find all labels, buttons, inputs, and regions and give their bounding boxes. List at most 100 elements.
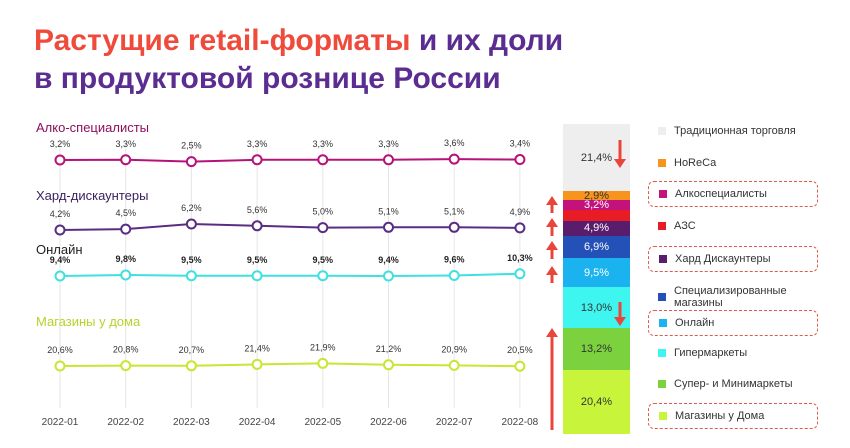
data-point — [383, 270, 394, 282]
legend-item: Традиционная торговля — [648, 118, 818, 144]
legend-label: Алкоспециалисты — [675, 188, 767, 200]
data-point — [54, 224, 66, 236]
legend-item: Онлайн — [648, 310, 818, 336]
legend-item: АЗС — [648, 213, 818, 239]
title-rest: и их доли — [410, 24, 564, 57]
data-label: 2,5% — [181, 141, 202, 151]
legend-item: Специализированные магазины — [648, 284, 818, 310]
x-tick-label: 2022-04 — [239, 417, 276, 428]
legend-label: Специализированные магазины — [674, 285, 787, 309]
legend-item: Супер- и Минимаркеты — [648, 371, 818, 397]
legend-swatch — [659, 255, 667, 263]
data-label: 20,7% — [179, 345, 205, 355]
series-title: Онлайн — [36, 242, 83, 257]
data-label: 3,3% — [378, 139, 399, 149]
legend-swatch — [658, 222, 666, 230]
legend-swatch — [659, 190, 667, 198]
data-point — [120, 360, 132, 372]
data-label: 20,6% — [47, 345, 73, 355]
legend-label: Магазины у Дома — [675, 410, 765, 422]
data-point — [448, 359, 460, 371]
stack-segment: 13,2% — [563, 328, 630, 370]
stack-segment: 3,2% — [563, 199, 630, 211]
data-label: 20,5% — [507, 345, 533, 355]
stack-segment: 6,9% — [563, 235, 630, 258]
legend-swatch — [658, 380, 666, 388]
legend-swatch — [658, 349, 666, 357]
data-label: 4,2% — [50, 209, 71, 219]
data-label: 9,6% — [444, 255, 465, 265]
stack-segment: 4,9% — [563, 220, 630, 236]
data-point — [251, 358, 263, 370]
series-line — [59, 158, 520, 163]
series-line — [59, 362, 520, 368]
x-tick-label: 2022-03 — [173, 417, 210, 428]
data-label: 9,4% — [378, 255, 399, 265]
data-label: 9,8% — [115, 254, 136, 264]
data-label: 6,2% — [181, 203, 202, 213]
data-point — [251, 270, 263, 282]
data-point — [54, 270, 66, 282]
legend-item: Хард Дискаунтеры — [648, 246, 818, 272]
data-label: 5,1% — [444, 206, 465, 216]
title-accent: Растущие retail-форматы — [34, 24, 411, 57]
data-label: 5,1% — [378, 206, 399, 216]
legend-swatch — [658, 293, 666, 301]
data-point — [317, 154, 329, 166]
data-point — [185, 270, 197, 282]
data-label: 21,2% — [376, 344, 402, 354]
data-label: 3,6% — [444, 138, 465, 148]
data-label: 3,2% — [50, 139, 71, 149]
data-point — [514, 154, 526, 166]
series-title: Хард-дискаунтеры — [36, 188, 148, 203]
legend-label: АЗС — [674, 220, 696, 232]
data-point — [185, 218, 197, 230]
data-label: 4,5% — [115, 208, 136, 218]
legend-swatch — [659, 412, 667, 420]
data-point — [514, 222, 526, 234]
legend-label: Хард Дискаунтеры — [675, 253, 771, 265]
data-label: 21,9% — [310, 342, 336, 352]
stack-segment: 21,4% — [563, 124, 630, 192]
stacked-share-bar: 20,4% 13,2% 13,0% 9,5% 6,9% 4,9% 3,2% 2,9% 21,4% — [563, 124, 630, 434]
x-tick-label: 2022-02 — [107, 417, 144, 428]
data-label: 4,9% — [510, 207, 531, 217]
data-label: 3,3% — [247, 139, 268, 149]
legend-label: Традиционная торговля — [674, 125, 796, 137]
data-point — [448, 153, 460, 165]
x-tick-label: 2022-06 — [370, 417, 407, 428]
title-line2: в продуктовой рознице России — [34, 62, 501, 95]
x-tick-label: 2022-07 — [436, 417, 473, 428]
data-point — [120, 269, 132, 281]
data-label: 20,9% — [441, 344, 467, 354]
stack-segment: 2,9% — [563, 190, 630, 202]
x-tick-label: 2022-08 — [502, 417, 539, 428]
data-label: 9,5% — [313, 255, 334, 265]
legend-item: Гипермаркеты — [648, 340, 818, 366]
series-title: Магазины у дома — [36, 314, 141, 329]
data-point — [383, 221, 394, 233]
data-label: 3,3% — [115, 139, 136, 149]
legend-item: Магазины у Дома — [648, 403, 818, 429]
data-label: 20,8% — [113, 345, 139, 355]
stack-segment: 13,0% — [563, 287, 630, 329]
data-point — [54, 360, 66, 372]
x-tick-label: 2022-01 — [42, 417, 79, 428]
legend-item: HoReCa — [648, 150, 818, 176]
legend-label: HoReCa — [674, 157, 717, 169]
data-point — [120, 154, 132, 166]
legend-label: Гипермаркеты — [674, 347, 748, 359]
data-label: 5,0% — [313, 207, 334, 217]
x-tick-label: 2022-05 — [304, 417, 341, 428]
data-point — [448, 270, 460, 281]
data-point — [185, 360, 197, 372]
legend-item: Алкоспециалисты — [648, 181, 818, 207]
line-chart: Алко-специалисты 3,2% 3,3% 2,5% 3,3% 3,3% 3,3%… — [36, 120, 539, 428]
legend-swatch — [658, 127, 666, 135]
series-line — [59, 272, 520, 278]
legend-swatch — [658, 159, 666, 167]
stack-segment: 20,4% — [563, 369, 630, 434]
data-point — [317, 270, 329, 282]
series-line — [59, 222, 520, 231]
data-point — [251, 154, 263, 166]
